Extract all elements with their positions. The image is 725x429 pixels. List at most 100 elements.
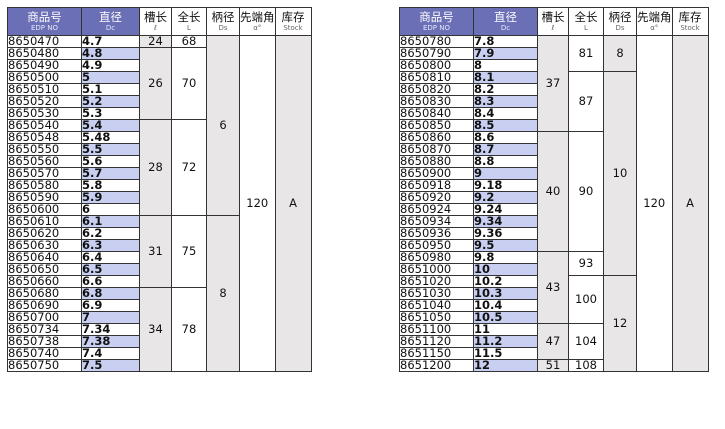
- stock-cell: A: [671, 35, 709, 372]
- edp-number-cell: 8650490: [7, 59, 82, 72]
- edp-number-cell: 8650840: [399, 107, 474, 120]
- diameter-cell: 10.3: [473, 287, 538, 300]
- stock-header: 库存 Stock: [274, 7, 312, 36]
- overall-length-cell: 81: [568, 35, 604, 72]
- diameter-cell: 10.2: [473, 275, 538, 288]
- diameter-cell: 4.8: [81, 47, 140, 60]
- table-row: 8650680 6.8 34 78: [7, 287, 312, 372]
- edp-number-cell: 8651020: [399, 275, 474, 288]
- overall-length-cell: 104: [568, 323, 604, 360]
- table-row: 8650750 7.5: [7, 359, 312, 372]
- table-row: 8650650 6.5: [7, 263, 312, 276]
- table-row: 8650924 9.24: [399, 203, 709, 216]
- diameter-cell: 5.9: [81, 191, 140, 204]
- table-row: 8650510 5.1: [7, 83, 312, 96]
- edp-number-cell: 8650590: [7, 191, 82, 204]
- edp-number-cell: 8650830: [399, 95, 474, 108]
- edp-number-cell: 8650510: [7, 83, 82, 96]
- edp-number-cell: 8650680: [7, 287, 82, 300]
- table-row: 8650550 5.5: [7, 143, 312, 156]
- diameter-cell: 6.8: [81, 287, 140, 300]
- edp-number-cell: 8650850: [399, 119, 474, 132]
- edp-number-cell: 8651000: [399, 263, 474, 276]
- edp-number-cell: 8650560: [7, 155, 82, 168]
- overall-length-cell: 93: [568, 251, 604, 276]
- edp-number-cell: 8650900: [399, 167, 474, 180]
- diameter-cell: 6.4: [81, 251, 140, 264]
- flute-length-cell: 40: [537, 131, 569, 252]
- diameter-cell: 5: [81, 71, 140, 84]
- header-row: 商品号 EDP NO 直径 Dc 槽长 ℓ 全长 L 柄径 Ds 先端角 α° 库存 Stoc…: [7, 7, 312, 36]
- diameter-cell: 7.34: [81, 323, 140, 336]
- edp-number-cell: 8650860: [399, 131, 474, 144]
- diameter-cell: 6.5: [81, 263, 140, 276]
- diameter-cell: 5.7: [81, 167, 140, 180]
- flute-length-cell: 43: [537, 251, 569, 324]
- table-body-right: 8650780 7.8 37 81 8 120 A 8650790 7.9 8650800 8 865…: [399, 35, 709, 372]
- diameter-cell: 5.3: [81, 107, 140, 120]
- table-row: 8650780 7.8 37 81 8 120 A: [399, 35, 709, 372]
- edp-number-cell: 8650610: [7, 215, 82, 228]
- edp-number-cell: 8650820: [399, 83, 474, 96]
- overall-length-cell: 90: [568, 131, 604, 252]
- diameter-cell: 10.4: [473, 299, 538, 312]
- table-row: 8650950 9.5: [399, 239, 709, 252]
- diameter-cell: 8.5: [473, 119, 538, 132]
- diameter-cell: 8.2: [473, 83, 538, 96]
- edp-number-cell: 8651040: [399, 299, 474, 312]
- diameter-cell: 9.24: [473, 203, 538, 216]
- diameter-header: 直径 Dc: [473, 7, 538, 36]
- edp-number-cell: 8650520: [7, 95, 82, 108]
- diameter-cell: 6.1: [81, 215, 140, 228]
- flute-length-cell: 24: [139, 35, 172, 48]
- diameter-cell: 9: [473, 167, 538, 180]
- diameter-cell: 9.18: [473, 179, 538, 192]
- diameter-cell: 7.8: [473, 35, 538, 48]
- diameter-cell: 11: [473, 323, 538, 336]
- edp-number-cell: 8650548: [7, 131, 82, 144]
- diameter-cell: 7.5: [81, 359, 140, 372]
- diameter-cell: 8.4: [473, 107, 538, 120]
- diameter-header: 直径 Dc: [81, 7, 140, 36]
- diameter-cell: 7: [81, 311, 140, 324]
- header-row: 商品号 EDP NO 直径 Dc 槽长 ℓ 全长 L 柄径 Ds 先端角 α° 库存 Stoc…: [399, 7, 709, 36]
- edp-number-cell: 8650570: [7, 167, 82, 180]
- stock-header: 库存 Stock: [671, 7, 709, 36]
- edp-number-cell: 8650790: [399, 47, 474, 60]
- diameter-cell: 8.1: [473, 71, 538, 84]
- table-row: 8650520 5.2: [7, 95, 312, 108]
- edp-number-cell: 8650934: [399, 215, 474, 228]
- overall-length-cell: 108: [568, 359, 604, 372]
- overall-length-cell: 70: [171, 47, 207, 120]
- table-row: 8650600 6: [7, 203, 312, 216]
- edp-number-cell: 8650800: [399, 59, 474, 72]
- table-row: 8650590 5.9: [7, 191, 312, 204]
- table-row: 8650870 8.7: [399, 143, 709, 156]
- diameter-cell: 6.9: [81, 299, 140, 312]
- shank-diameter-cell: 8: [206, 215, 240, 372]
- edp-number-cell: 8651100: [399, 323, 474, 336]
- diameter-cell: 5.48: [81, 131, 140, 144]
- overall-length-cell: 78: [171, 287, 207, 372]
- diameter-cell: 9.34: [473, 215, 538, 228]
- edp-number-cell: 8650750: [7, 359, 82, 372]
- diameter-cell: 9.36: [473, 227, 538, 240]
- edp-header: 商品号 EDP NO: [7, 7, 82, 36]
- diameter-cell: 9.2: [473, 191, 538, 204]
- edp-number-cell: 8651200: [399, 359, 474, 372]
- diameter-cell: 11.2: [473, 335, 538, 348]
- shank-diameter-header: 柄径 Ds: [206, 7, 240, 36]
- stock-cell: A: [274, 35, 312, 372]
- shank-diameter-cell: 8: [603, 35, 637, 72]
- shank-diameter-cell: 6: [206, 35, 240, 216]
- point-angle-cell: 120: [636, 35, 673, 372]
- diameter-cell: 8: [473, 59, 538, 72]
- flute-length-cell: 34: [139, 287, 172, 372]
- edp-number-cell: 8650700: [7, 311, 82, 324]
- diameter-cell: 9.8: [473, 251, 538, 264]
- table-row: 8650500 5: [7, 71, 312, 84]
- diameter-cell: 8.7: [473, 143, 538, 156]
- edp-number-cell: 8650630: [7, 239, 82, 252]
- edp-number-cell: 8650738: [7, 335, 82, 348]
- table-row: 8650820 8.2: [399, 83, 709, 96]
